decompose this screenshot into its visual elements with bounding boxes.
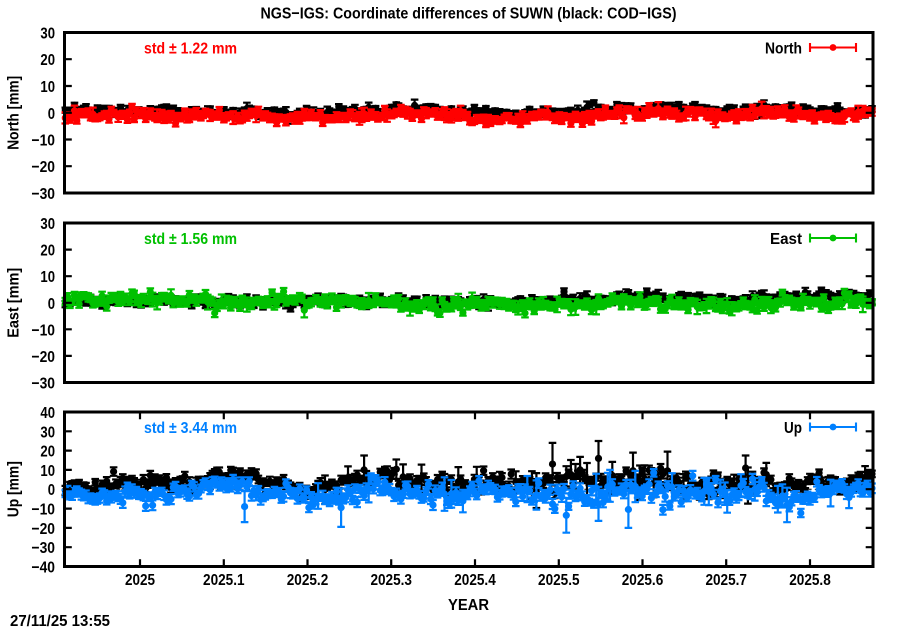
- svg-text:2025.5: 2025.5: [538, 572, 580, 589]
- svg-text:−10: −10: [32, 133, 56, 150]
- svg-text:2025.4: 2025.4: [454, 572, 496, 589]
- svg-text:Up: Up: [784, 420, 802, 437]
- svg-text:30: 30: [40, 216, 55, 233]
- svg-text:−30: −30: [32, 376, 56, 393]
- svg-text:−30: −30: [32, 540, 56, 557]
- svg-text:East [mm]: East [mm]: [6, 268, 23, 338]
- svg-text:10: 10: [40, 269, 55, 286]
- svg-text:−40: −40: [32, 560, 56, 577]
- svg-text:0: 0: [48, 106, 55, 123]
- svg-text:2025.1: 2025.1: [203, 572, 245, 589]
- svg-text:20: 20: [40, 243, 55, 260]
- svg-text:2025: 2025: [125, 572, 155, 589]
- svg-text:std ± 3.44 mm: std ± 3.44 mm: [144, 420, 237, 437]
- svg-text:YEAR: YEAR: [448, 597, 489, 614]
- svg-text:2025.2: 2025.2: [287, 572, 329, 589]
- svg-text:10: 10: [40, 463, 55, 480]
- svg-text:10: 10: [40, 79, 55, 96]
- svg-text:30: 30: [40, 424, 55, 441]
- svg-text:0: 0: [48, 296, 55, 313]
- svg-text:2025.6: 2025.6: [622, 572, 664, 589]
- svg-text:East: East: [770, 231, 803, 248]
- svg-text:2025.3: 2025.3: [370, 572, 412, 589]
- svg-text:27/11/25 13:55: 27/11/25 13:55: [10, 613, 110, 630]
- svg-text:−20: −20: [32, 521, 56, 538]
- svg-text:20: 20: [40, 444, 55, 461]
- svg-text:−20: −20: [32, 159, 56, 176]
- svg-text:40: 40: [40, 405, 55, 422]
- svg-text:−10: −10: [32, 322, 56, 339]
- svg-text:NGS−IGS: Coordinate difference: NGS−IGS: Coordinate differences of SUWN …: [261, 6, 677, 23]
- svg-text:North [mm]: North [mm]: [6, 76, 23, 150]
- svg-text:0: 0: [48, 482, 55, 499]
- svg-text:30: 30: [40, 26, 55, 43]
- svg-text:Up [mm]: Up [mm]: [6, 461, 23, 517]
- svg-text:−20: −20: [32, 349, 56, 366]
- svg-text:2025.8: 2025.8: [789, 572, 831, 589]
- svg-text:−30: −30: [32, 186, 56, 203]
- svg-text:−10: −10: [32, 502, 56, 519]
- svg-text:std ± 1.56 mm: std ± 1.56 mm: [144, 231, 237, 248]
- svg-text:20: 20: [40, 52, 55, 69]
- svg-text:std ± 1.22 mm: std ± 1.22 mm: [144, 41, 237, 58]
- svg-text:2025.7: 2025.7: [705, 572, 747, 589]
- svg-text:North: North: [765, 41, 802, 58]
